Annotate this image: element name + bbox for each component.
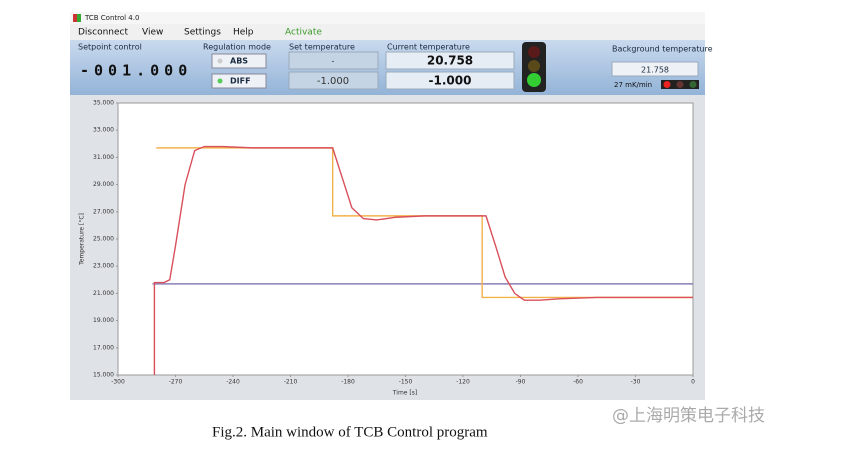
light bbox=[689, 81, 697, 88]
menu-bar bbox=[70, 24, 705, 40]
field bbox=[288, 51, 379, 70]
x-tick-label: -240 bbox=[226, 379, 240, 386]
y-tick-label: 19.000 bbox=[93, 317, 114, 324]
light bbox=[528, 46, 540, 58]
menu-item[interactable]: Disconnect bbox=[78, 28, 128, 38]
y-tick-label: 21.000 bbox=[93, 290, 114, 297]
y-tick-label: 27.000 bbox=[93, 208, 114, 215]
x-tick-label: -150 bbox=[399, 379, 413, 386]
window-title: TCB Control 4.0 bbox=[84, 14, 139, 22]
setpoint-value: -001.000 bbox=[80, 62, 192, 80]
data-line bbox=[153, 145, 693, 375]
y-tick-label: 33.000 bbox=[93, 127, 114, 134]
menu-item[interactable]: View bbox=[142, 28, 163, 38]
x-tick-label: 0 bbox=[691, 379, 695, 386]
light bbox=[528, 60, 540, 72]
field-value: -1.000 bbox=[429, 74, 472, 88]
x-tick-label: -90 bbox=[516, 379, 526, 386]
field-value: 21.758 bbox=[641, 66, 669, 75]
indicator bbox=[217, 78, 223, 84]
field bbox=[611, 61, 699, 77]
x-tick-label: -300 bbox=[111, 379, 125, 386]
menu-item[interactable]: Settings bbox=[184, 28, 221, 38]
app-icon bbox=[77, 14, 81, 22]
y-tick-label: 25.000 bbox=[93, 236, 114, 243]
field bbox=[385, 51, 515, 70]
label: Current temperature bbox=[387, 43, 470, 52]
field-value: -1.000 bbox=[317, 76, 349, 87]
y-tick-label: 23.000 bbox=[93, 263, 114, 270]
y-axis-title: Temperature [°C] bbox=[79, 213, 86, 266]
y-tick-label: 35.000 bbox=[93, 100, 114, 107]
label: Regulation mode bbox=[203, 43, 271, 52]
button-label: ABS bbox=[230, 57, 248, 66]
plot-area bbox=[117, 102, 694, 376]
x-tick-label: -270 bbox=[169, 379, 183, 386]
light bbox=[676, 81, 684, 88]
y-tick-label: 29.000 bbox=[93, 181, 114, 188]
field-value: - bbox=[332, 57, 335, 66]
title-bar bbox=[70, 12, 705, 24]
abs-button[interactable] bbox=[211, 53, 267, 69]
label: Background temperature bbox=[612, 45, 713, 54]
label: Set temperature bbox=[289, 43, 355, 52]
field bbox=[288, 71, 379, 90]
field-value: 20.758 bbox=[427, 54, 473, 68]
rate: 27 mK/min bbox=[614, 81, 652, 89]
button-label: DIFF bbox=[230, 77, 251, 86]
x-tick-label: -210 bbox=[284, 379, 298, 386]
x-tick-label: -30 bbox=[631, 379, 641, 386]
y-tick-label: 15.000 bbox=[93, 372, 114, 379]
field bbox=[385, 71, 515, 90]
y-tick-label: 31.000 bbox=[93, 154, 114, 161]
y-tick-label: 17.000 bbox=[93, 344, 114, 351]
x-axis-title: Time [s] bbox=[392, 390, 417, 397]
x-tick-label: -180 bbox=[341, 379, 355, 386]
light bbox=[527, 73, 541, 87]
label: Setpoint control bbox=[78, 43, 142, 52]
watermark: @上海明策电子科技 bbox=[612, 406, 765, 426]
app-icon bbox=[73, 14, 77, 22]
menu-item[interactable]: Activate bbox=[285, 28, 322, 38]
light bbox=[663, 81, 671, 88]
x-tick-label: -60 bbox=[573, 379, 583, 386]
indicator bbox=[217, 58, 223, 64]
caption: Fig.2. Main window of TCB Control progra… bbox=[212, 424, 488, 440]
menu-item[interactable]: Help bbox=[233, 28, 254, 38]
x-tick-label: -120 bbox=[456, 379, 470, 386]
diff-button[interactable] bbox=[211, 73, 267, 89]
